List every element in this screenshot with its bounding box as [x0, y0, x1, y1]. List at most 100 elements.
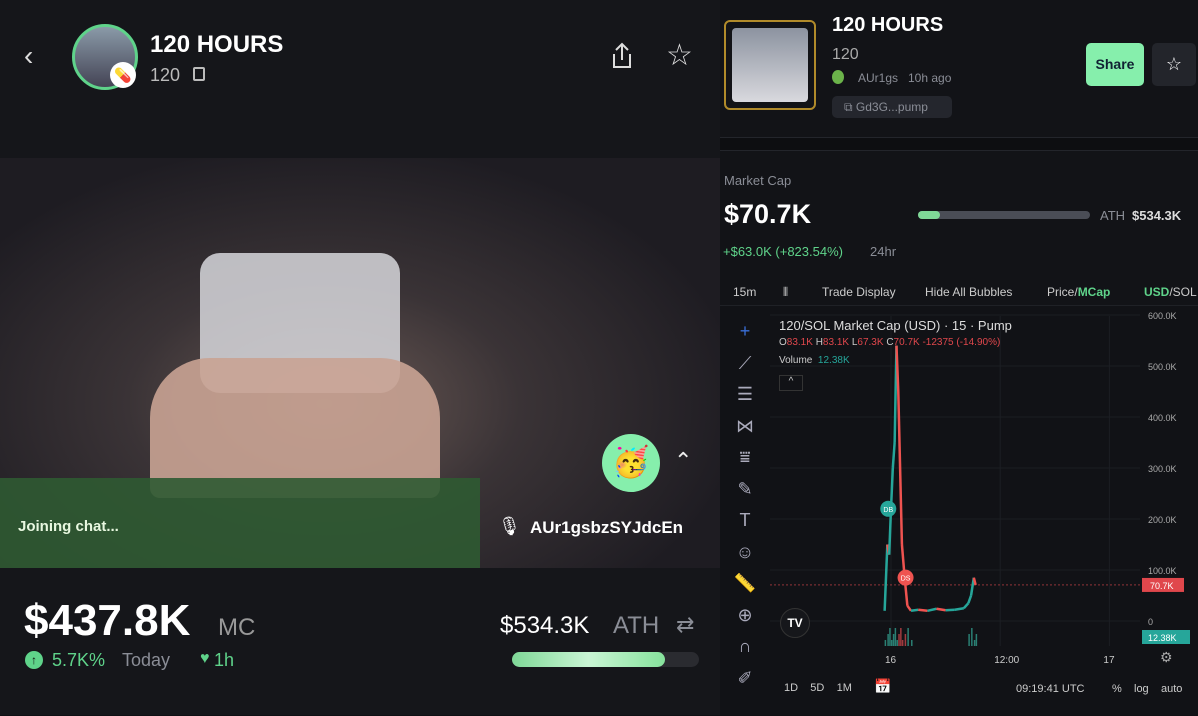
created-time: 10h ago	[908, 71, 952, 85]
stream-age: 1h	[214, 650, 235, 670]
fib-icon[interactable]: ☰	[736, 384, 754, 404]
price-segment	[954, 607, 965, 612]
share-button[interactable]: Share	[1086, 43, 1144, 86]
log-toggle[interactable]: log	[1134, 683, 1149, 695]
change-period: 24hr	[870, 244, 897, 259]
sol-option[interactable]: /SOL	[1169, 285, 1197, 299]
volume-bar	[900, 628, 902, 646]
market-cap-label: Market Cap	[724, 173, 792, 188]
back-button[interactable]: ‹	[24, 40, 34, 71]
volume-bar	[975, 634, 978, 646]
ath-label: ATH	[1100, 208, 1126, 223]
change-value: +$63.0K (+823.54%)	[723, 244, 843, 259]
trade-marker-label: DS	[901, 576, 911, 583]
price-segment	[891, 442, 896, 469]
address-copy-button[interactable]: ⧉ Gd3G...pump	[832, 96, 952, 118]
chevron-up-icon[interactable]: ⌃	[674, 448, 693, 473]
video-player[interactable]: Joining chat... 🎙 AUr1gsbzSYJdcEn 🥳 ⌃	[0, 158, 720, 568]
price-segment	[910, 608, 919, 613]
volume-legend: Volume 12.38K	[779, 355, 850, 366]
mcap-option[interactable]: MCap	[1077, 285, 1111, 299]
ohlc-change: -12375 (-14.90%)	[922, 337, 1001, 348]
volume-bar	[973, 640, 976, 646]
chart-area[interactable]: + ⟋ ☰ ⋈ ⩸ ✎ T ☺ 📏 ⊕ ∩ ✐ 600.0K 500.0K 400.…	[720, 305, 1198, 715]
stream-avatar	[72, 24, 138, 90]
hide-bubbles-button[interactable]: Hide All Bubbles	[925, 285, 1013, 299]
trade-marker-label: DB	[883, 507, 893, 514]
volume-bar	[907, 628, 909, 646]
price-segment	[936, 607, 946, 612]
auto-toggle[interactable]: auto	[1161, 683, 1183, 695]
price-segment	[927, 607, 937, 613]
range-buttons: 1D 5D 1M	[784, 682, 852, 694]
currency-toggle[interactable]: USD/SOL	[1144, 285, 1197, 299]
settings-icon[interactable]: ⚙	[1160, 649, 1173, 665]
mc-label: MC	[218, 614, 256, 641]
favorite-button[interactable]: ☆	[1152, 43, 1196, 86]
brush-icon[interactable]: ✎	[737, 478, 753, 499]
goto-date-icon[interactable]: 📅	[874, 678, 892, 694]
y-tick-label: 0	[1148, 617, 1153, 627]
magnet-icon[interactable]: ∩	[738, 636, 752, 656]
pattern-icon[interactable]: ⋈	[736, 415, 754, 436]
text-icon[interactable]: T	[739, 510, 751, 530]
stream-market-cap: $437.8K	[24, 596, 191, 645]
volume-bar	[898, 634, 900, 646]
arrow-up-icon: ↑	[25, 651, 43, 669]
range-1m[interactable]: 1M	[836, 682, 852, 694]
price-chart[interactable]: 600.0K 500.0K 400.0K 300.0K 200.0K 100.0K 0 16 1…	[720, 306, 1198, 716]
token-address: Gd3G...pump	[855, 100, 928, 114]
range-1d[interactable]: 1D	[784, 682, 799, 694]
stream-ath: $534.3K	[500, 612, 590, 639]
token-image	[724, 20, 816, 110]
chat-status: Joining chat...	[18, 518, 119, 535]
crosshair-icon[interactable]: +	[739, 321, 751, 341]
volume-bar	[894, 628, 897, 646]
price-mcap-toggle[interactable]: Price/MCap	[1047, 285, 1110, 299]
collapse-legend-button[interactable]: ^	[779, 375, 803, 391]
volume-label: Volume	[779, 355, 813, 366]
x-tick-label: 16	[885, 655, 897, 666]
volume-bar	[887, 634, 889, 646]
reaction-button[interactable]: 🥳	[602, 434, 660, 492]
emoji-icon[interactable]: ☺	[735, 541, 755, 562]
ruler-icon[interactable]: 📏	[733, 573, 757, 593]
last-price-badge	[1142, 577, 1184, 592]
zoom-in-icon[interactable]: ⊕	[737, 604, 753, 625]
copy-icon[interactable]	[193, 67, 205, 81]
volume-value: 12.38K	[817, 355, 850, 366]
tradingview-logo[interactable]: TV	[780, 608, 810, 638]
stream-change: 5.7K%	[52, 650, 106, 670]
y-tick-label: 300.0K	[1148, 464, 1177, 474]
x-tick-label: 12:00	[994, 655, 1019, 666]
stream-ath-label: ATH	[613, 612, 660, 639]
interval-button[interactable]: 15m	[733, 285, 757, 299]
volume-bar	[901, 640, 904, 646]
trade-display-button[interactable]: Trade Display	[822, 285, 896, 299]
divider	[720, 137, 1198, 151]
ohlc-legend: O83.1K H83.1K L67.3K C70.7K -12375 (-14.…	[779, 337, 1001, 348]
trendline-icon[interactable]: ⟋	[738, 352, 752, 373]
swap-icon[interactable]: ⇄	[676, 612, 695, 637]
chart-clock: 09:19:41 UTC	[1016, 683, 1085, 695]
price-segment	[962, 602, 970, 610]
market-cap-value: $70.7K	[724, 199, 812, 229]
range-5d[interactable]: 5D	[810, 682, 825, 694]
creator-name[interactable]: AUr1gs	[858, 71, 899, 85]
price-option[interactable]: Price/	[1047, 285, 1078, 299]
projection-icon[interactable]: ⩸	[739, 447, 751, 467]
percent-toggle[interactable]: %	[1112, 683, 1122, 695]
ath-progress	[918, 211, 1090, 219]
star-icon[interactable]: ☆	[666, 39, 693, 72]
share-icon[interactable]	[610, 42, 634, 70]
usd-option[interactable]: USD	[1144, 285, 1170, 299]
y-tick-label: 100.0K	[1148, 566, 1177, 576]
price-segment	[918, 608, 928, 613]
price-segment	[883, 544, 889, 611]
volume-bar	[892, 634, 895, 646]
ohlc-close: 70.7K	[893, 337, 920, 348]
token-title: 120 HOURS	[832, 14, 944, 36]
candle-type-icon[interactable]: ⫴	[783, 285, 789, 299]
stream-panel: ‹ 💊 120 HOURS 120 ☆ Joining chat... 🎙 AU…	[0, 24, 720, 670]
lock-drawing-icon[interactable]: ✐	[737, 667, 753, 688]
